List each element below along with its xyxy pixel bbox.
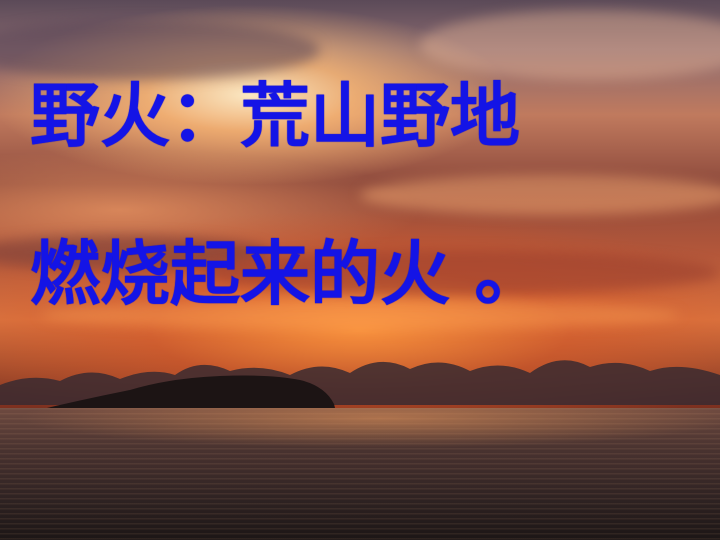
sea [0,408,720,540]
caption-line-2: 燃烧起来的火 。 [30,233,545,315]
cloud [0,20,320,80]
sunset-sky [0,0,720,410]
cloud [420,10,720,80]
cloud [200,250,720,295]
caption-line-1: 野火：荒山野地 [30,75,520,157]
cloud [40,300,680,330]
cloud [360,175,720,215]
